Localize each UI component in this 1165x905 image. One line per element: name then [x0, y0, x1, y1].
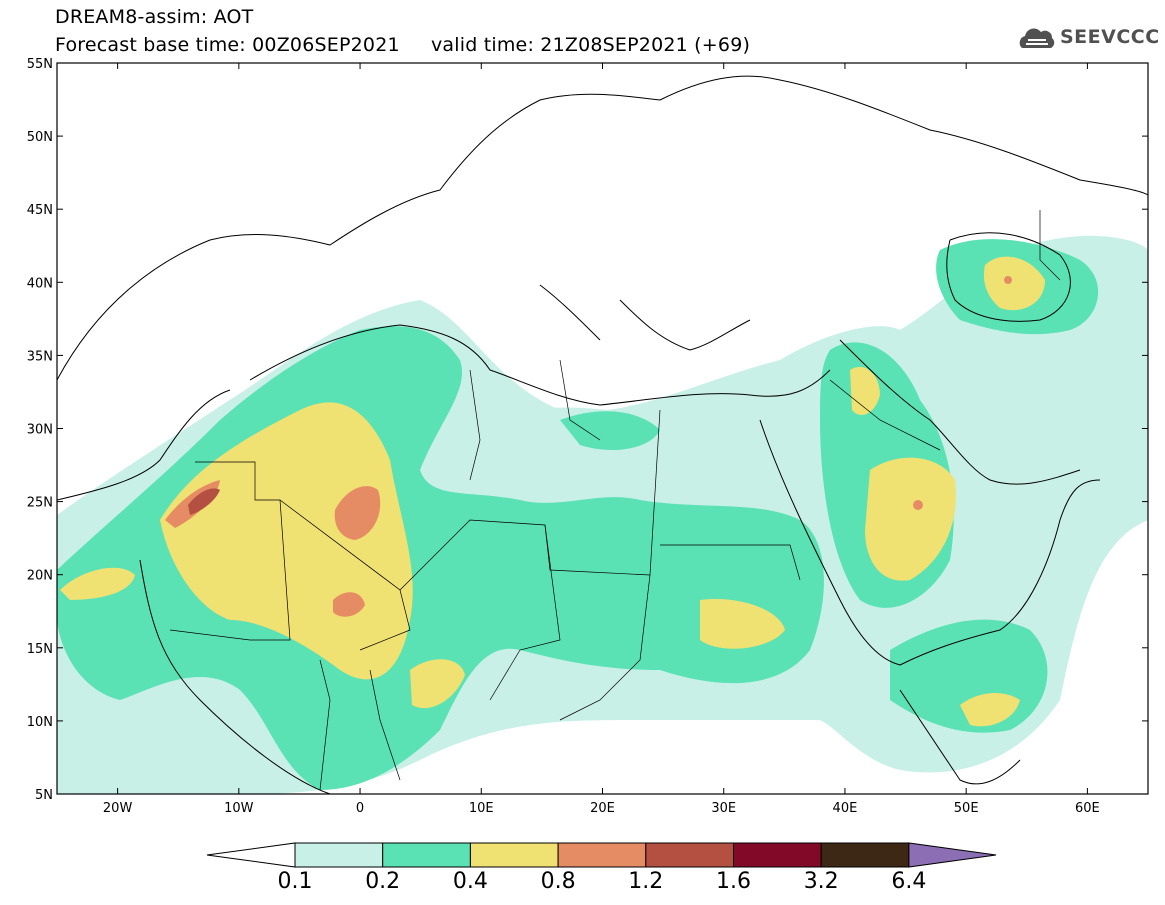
colorbar-swatch — [557, 842, 647, 868]
colorbar-level-label: 1.6 — [716, 869, 751, 894]
cloud-icon — [1019, 28, 1055, 48]
lon-label: 20W — [103, 801, 133, 816]
aot-band-1.2 — [188, 488, 220, 515]
lon-label: 60E — [1075, 801, 1100, 816]
colorbar-swatch — [645, 842, 734, 868]
lon-label: 20E — [590, 801, 615, 816]
lon-label: 0 — [356, 801, 364, 816]
lon-label: 10W — [224, 801, 254, 816]
colorbar-swatch — [382, 842, 471, 868]
country-borders — [169, 210, 1061, 791]
colorbar-level-label: 0.2 — [365, 869, 401, 894]
lat-label: 25N — [27, 496, 53, 511]
colorbar-level-label: 0.4 — [452, 869, 488, 894]
lon-label: 50E — [954, 801, 979, 816]
colorbar-under-arrow — [206, 842, 296, 868]
seevccc-logo: SEEVCCC — [1060, 26, 1160, 48]
colorbar-level-label: 0.8 — [540, 869, 576, 894]
colorbar-swatch — [820, 842, 910, 868]
lat-label: 40N — [27, 276, 53, 291]
lat-label: 15N — [27, 642, 53, 657]
colorbar-swatch — [294, 842, 384, 868]
colorbar-level-label: 1.2 — [628, 869, 664, 894]
lat-label: 10N — [27, 715, 53, 730]
lat-label: 20N — [27, 569, 53, 584]
colorbar-swatch — [469, 842, 559, 868]
colorbar-level-label: 6.4 — [891, 869, 927, 894]
colorbar-level-label: 3.2 — [803, 869, 839, 894]
lat-label: 30N — [27, 423, 53, 438]
lon-label: 10E — [469, 801, 494, 816]
coastlines — [57, 75, 1148, 794]
colorbar-over-arrow — [908, 842, 997, 868]
colorbar-swatch — [733, 842, 822, 868]
longitude-axis: 20W 10W 0 10E 20E 30E 40E 50E 60E — [103, 63, 1100, 816]
lat-label: 55N — [27, 57, 53, 72]
latitude-axis: 55N 50N 45N 40N 35N 30N 25N 20N 15N 10N 5N — [27, 57, 1148, 803]
lat-label: 5N — [35, 788, 53, 803]
lat-label: 45N — [27, 203, 53, 218]
lat-label: 50N — [27, 130, 53, 145]
forecast-time-subtitle: Forecast base time: 00Z06SEP2021 valid t… — [55, 34, 751, 56]
map-title: DREAM8-assim: AOT — [55, 6, 254, 28]
lat-label: 35N — [27, 349, 53, 364]
colorbar — [206, 842, 997, 868]
lon-label: 40E — [833, 801, 858, 816]
lon-label: 30E — [711, 801, 736, 816]
colorbar-level-label: 0.1 — [277, 869, 313, 894]
